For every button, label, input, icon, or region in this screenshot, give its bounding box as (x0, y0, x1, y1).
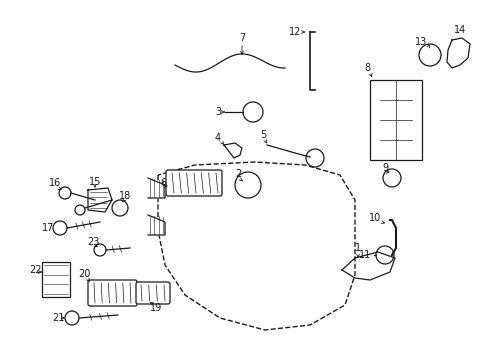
Text: 8: 8 (363, 63, 369, 73)
Text: 12: 12 (288, 27, 301, 37)
Text: 13: 13 (414, 37, 426, 47)
Text: 17: 17 (42, 223, 54, 233)
Text: 22: 22 (29, 265, 41, 275)
Text: 21: 21 (52, 313, 64, 323)
Text: 20: 20 (78, 269, 90, 279)
Text: 11: 11 (358, 250, 370, 260)
Text: 16: 16 (49, 178, 61, 188)
Text: 7: 7 (238, 33, 244, 43)
Bar (42, 262, 70, 297)
Text: 18: 18 (119, 191, 131, 201)
FancyBboxPatch shape (165, 170, 222, 196)
Bar (369, 80, 421, 160)
Text: 5: 5 (259, 130, 265, 140)
FancyBboxPatch shape (136, 282, 170, 304)
Text: 9: 9 (381, 163, 387, 173)
Text: 14: 14 (453, 25, 465, 35)
FancyBboxPatch shape (88, 280, 137, 306)
Text: 6: 6 (160, 178, 166, 188)
Text: 10: 10 (368, 213, 380, 223)
Text: 15: 15 (89, 177, 101, 187)
Text: 23: 23 (87, 237, 99, 247)
Text: 1: 1 (354, 243, 360, 253)
Text: 4: 4 (215, 133, 221, 143)
Polygon shape (148, 215, 164, 235)
Text: 19: 19 (149, 303, 162, 313)
Text: 2: 2 (234, 169, 241, 179)
Polygon shape (148, 178, 164, 198)
Text: 3: 3 (215, 107, 221, 117)
